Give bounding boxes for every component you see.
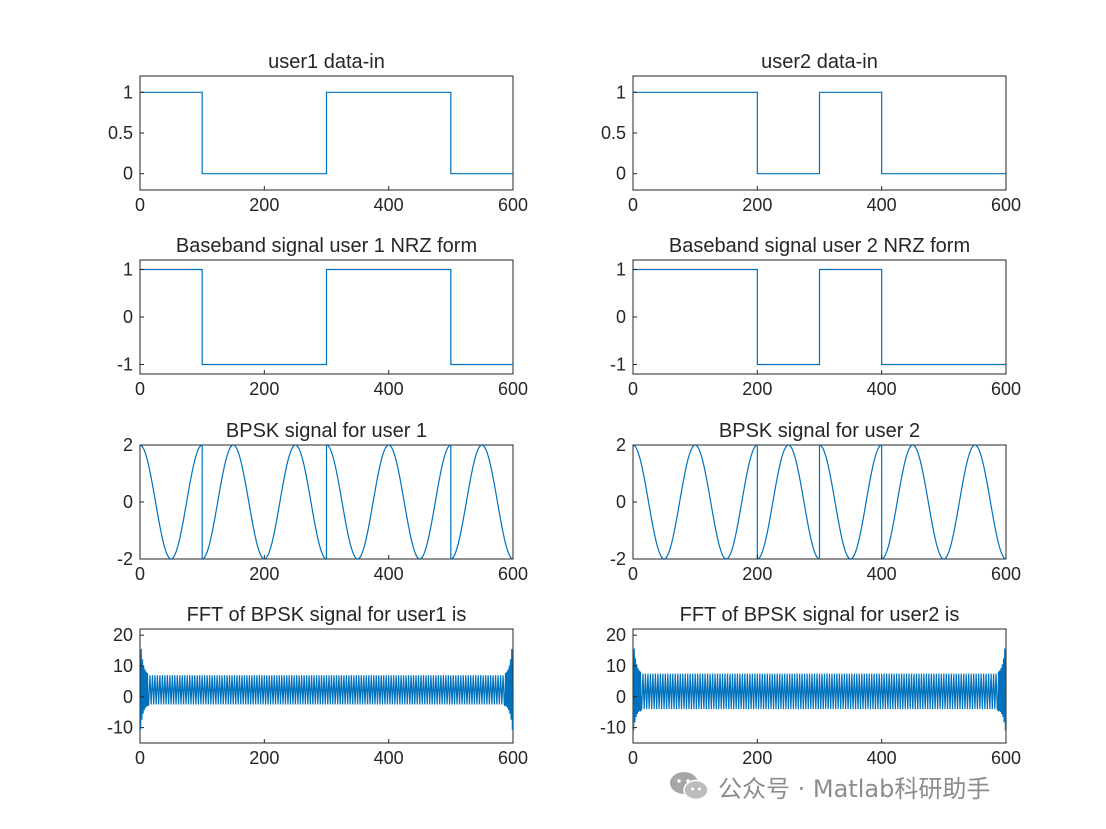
x-tick-label: 0 bbox=[628, 195, 638, 215]
series-line bbox=[140, 268, 513, 366]
y-tick-label: 0 bbox=[123, 307, 133, 327]
x-tick-label: 400 bbox=[374, 379, 404, 399]
y-tick-label: 0 bbox=[616, 164, 626, 184]
y-tick-label: -1 bbox=[117, 355, 133, 375]
y-tick-label: 10 bbox=[606, 656, 626, 676]
y-tick-label: -2 bbox=[117, 549, 133, 569]
x-tick-label: 0 bbox=[628, 379, 638, 399]
watermark: 公众号 · Matlab科研助手 bbox=[668, 768, 990, 804]
x-tick-label: 0 bbox=[135, 195, 145, 215]
y-tick-label: 0 bbox=[123, 492, 133, 512]
y-tick-label: 1 bbox=[123, 82, 133, 102]
x-tick-label: 200 bbox=[249, 379, 279, 399]
y-tick-label: 0.5 bbox=[108, 123, 133, 143]
x-tick-label: 400 bbox=[374, 748, 404, 768]
series-line bbox=[633, 648, 1006, 731]
y-tick-label: 1 bbox=[123, 260, 133, 280]
y-tick-label: 20 bbox=[606, 625, 626, 645]
x-tick-label: 400 bbox=[867, 379, 897, 399]
x-tick-label: 600 bbox=[991, 564, 1021, 584]
y-tick-label: 2 bbox=[616, 435, 626, 455]
series-line bbox=[633, 91, 1006, 175]
series-line bbox=[633, 268, 1006, 366]
x-tick-label: 600 bbox=[991, 748, 1021, 768]
x-tick-label: 0 bbox=[628, 748, 638, 768]
x-tick-label: 0 bbox=[135, 564, 145, 584]
x-tick-label: 200 bbox=[742, 748, 772, 768]
chart-title: FFT of BPSK signal for user2 is bbox=[680, 604, 960, 626]
y-tick-label: 0 bbox=[123, 687, 133, 707]
chart-panel: 0 200 400 600 0 0.5 1 user2 data-in bbox=[601, 51, 1021, 215]
chart-title: BPSK signal for user 2 bbox=[719, 420, 920, 442]
chart-title: FFT of BPSK signal for user1 is bbox=[187, 604, 467, 626]
y-tick-label: 0 bbox=[616, 307, 626, 327]
y-tick-label: 10 bbox=[113, 656, 133, 676]
y-tick-label: 0.5 bbox=[601, 123, 626, 143]
y-tick-label: 0 bbox=[616, 492, 626, 512]
chart-title: user2 data-in bbox=[761, 51, 878, 73]
x-tick-label: 200 bbox=[742, 379, 772, 399]
x-tick-label: 200 bbox=[742, 564, 772, 584]
x-tick-label: 200 bbox=[742, 195, 772, 215]
x-tick-label: 200 bbox=[249, 564, 279, 584]
x-tick-label: 0 bbox=[628, 564, 638, 584]
x-tick-label: 600 bbox=[498, 564, 528, 584]
x-tick-label: 0 bbox=[135, 379, 145, 399]
x-tick-label: 600 bbox=[498, 379, 528, 399]
series-line bbox=[633, 445, 1006, 559]
chart-title: user1 data-in bbox=[268, 51, 385, 73]
x-tick-label: 400 bbox=[867, 564, 897, 584]
wechat-icon bbox=[670, 772, 709, 801]
x-tick-label: 400 bbox=[374, 564, 404, 584]
x-tick-label: 200 bbox=[249, 195, 279, 215]
x-tick-label: 600 bbox=[991, 379, 1021, 399]
chart-title: Baseband signal user 2 NRZ form bbox=[669, 235, 970, 257]
chart-title: Baseband signal user 1 NRZ form bbox=[176, 235, 477, 257]
y-tick-label: 20 bbox=[113, 625, 133, 645]
y-tick-label: 2 bbox=[123, 435, 133, 455]
x-tick-label: 600 bbox=[991, 195, 1021, 215]
x-tick-label: 400 bbox=[374, 195, 404, 215]
chart-title: BPSK signal for user 1 bbox=[226, 420, 427, 442]
series-line bbox=[140, 649, 513, 730]
series-line bbox=[140, 445, 513, 559]
y-tick-label: 1 bbox=[616, 260, 626, 280]
y-tick-label: 1 bbox=[616, 82, 626, 102]
chart-panel: 0 200 400 600 0 0.5 1 user1 data-in bbox=[108, 51, 528, 215]
x-tick-label: 200 bbox=[249, 748, 279, 768]
x-tick-label: 0 bbox=[135, 748, 145, 768]
y-tick-label: -10 bbox=[107, 718, 133, 738]
x-tick-label: 600 bbox=[498, 748, 528, 768]
y-tick-label: 0 bbox=[616, 687, 626, 707]
y-tick-label: -10 bbox=[600, 718, 626, 738]
y-tick-label: -2 bbox=[610, 549, 626, 569]
y-tick-label: -1 bbox=[610, 355, 626, 375]
x-tick-label: 600 bbox=[498, 195, 528, 215]
series-line bbox=[140, 91, 513, 175]
x-tick-label: 400 bbox=[867, 748, 897, 768]
y-tick-label: 0 bbox=[123, 164, 133, 184]
watermark-text: 公众号 · Matlab科研助手 bbox=[718, 774, 991, 803]
x-tick-label: 400 bbox=[867, 195, 897, 215]
